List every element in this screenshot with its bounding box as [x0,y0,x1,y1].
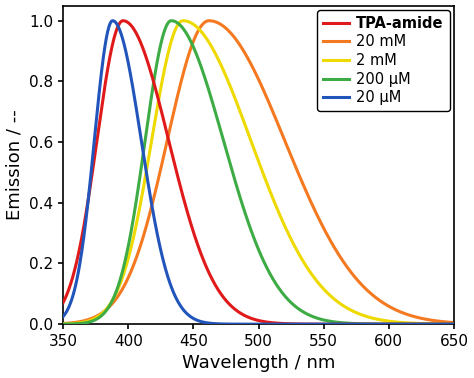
20 mM [368,291,374,296]
20 μM [126,60,131,65]
200 μM [211,107,217,111]
Line: 20 mM: 20 mM [50,21,474,324]
20 mM [125,276,131,280]
20 μM [305,322,311,327]
X-axis label: Wavelength / nm: Wavelength / nm [182,355,335,372]
20 mM [401,311,407,315]
TPA-amide [211,281,217,286]
2 mM [327,293,333,297]
2 mM [47,322,53,326]
Y-axis label: Emission / --: Emission / -- [6,110,24,220]
TPA-amide [126,20,131,25]
TPA-amide [401,322,407,327]
200 μM [125,245,131,249]
Line: 20 μM: 20 μM [50,21,474,324]
TPA-amide [327,322,333,327]
Line: 200 μM: 200 μM [50,21,474,324]
20 mM [47,322,53,326]
200 μM [327,319,333,324]
2 mM [125,257,131,261]
2 mM [180,19,186,23]
20 μM [110,19,116,23]
20 μM [401,322,407,327]
200 μM [168,19,174,23]
TPA-amide [47,316,53,321]
TPA-amide [305,322,311,326]
200 μM [47,322,53,327]
TPA-amide [368,322,374,327]
Line: TPA-amide: TPA-amide [50,21,474,324]
200 μM [401,322,407,327]
20 mM [305,193,311,198]
2 mM [368,316,374,320]
20 μM [211,321,217,326]
20 μM [368,322,374,327]
TPA-amide [120,19,126,23]
Line: 2 mM: 2 mM [50,21,474,324]
Legend: TPA-amide, 20 mM, 2 mM, 200 μM, 20 μM: TPA-amide, 20 mM, 2 mM, 200 μM, 20 μM [317,10,449,111]
20 mM [211,19,217,24]
20 mM [327,237,333,242]
20 μM [327,322,333,327]
2 mM [211,50,217,54]
20 mM [206,19,212,23]
20 μM [47,321,53,325]
2 mM [305,266,311,271]
200 μM [305,312,311,317]
2 mM [401,321,407,325]
200 μM [368,322,374,326]
